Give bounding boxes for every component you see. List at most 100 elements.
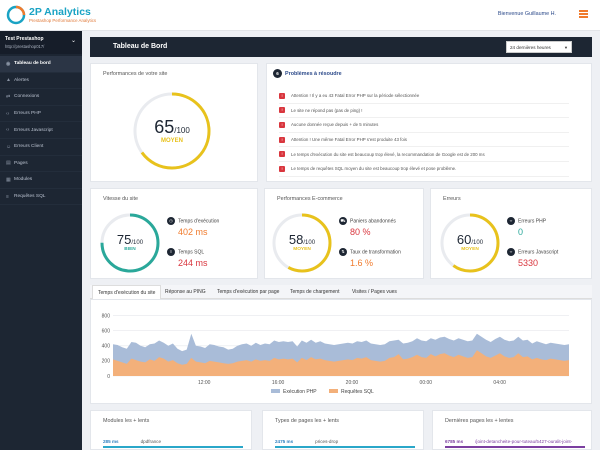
conversion-rate-metric: ⇅ Taux de transformation 1.6 % [339, 248, 401, 268]
legend-swatch-1 [329, 389, 338, 393]
sidebar-item-label: Erreurs Javascript [14, 127, 53, 133]
y-tick-label: 800 [102, 313, 111, 319]
problem-item[interactable]: ! Le site ne répond pas (pas de ping) ! [279, 104, 569, 119]
errors-card: Erreurs 60/100 MOYEN ‹› Erreurs PHP 0 ‹› E… [430, 188, 592, 279]
brand-name: 2P Analytics [29, 6, 91, 18]
warning-icon: ! [279, 92, 285, 99]
errors-grade: MOYEN [461, 247, 479, 252]
errors-title: Erreurs [443, 196, 461, 202]
errors-gauge [440, 213, 500, 273]
y-tick-label: 200 [102, 359, 111, 365]
conversion-icon: ⇅ [339, 248, 347, 256]
problem-item[interactable]: ! Attention ! Une même Fatal Error PHP s'… [279, 133, 569, 148]
tab-load-time[interactable]: Temps de chargement [290, 289, 340, 295]
top-bar: 2P Analytics Prestashop Performance Anal… [0, 0, 600, 31]
series-area-1 [113, 350, 569, 376]
problem-item[interactable]: ! Aucune donnée reçue depuis + de 5 minut… [279, 118, 569, 133]
period-select[interactable]: 24 dernières heures ▼ [506, 41, 572, 53]
sidebar-item-js-errors[interactable]: ‹› Erreurs Javascript [0, 122, 82, 139]
welcome-user-link[interactable]: Bienvenue Guillaume H. [497, 11, 556, 17]
connection-icon: ⇄ [6, 93, 11, 100]
sidebar: Test Prestashop http://prestashop017/ ⌄ … [0, 31, 82, 450]
page-header: Tableau de Bord 24 dernières heures ▼ [90, 37, 592, 57]
problems-count: 6 [273, 69, 282, 78]
database-icon: ≡ [6, 193, 9, 200]
sidebar-item-label: Pages [14, 160, 28, 166]
sidebar-item-label: Erreurs Client [14, 144, 44, 150]
brand-tagline: Prestashop Performance Analytics [29, 18, 97, 23]
problem-item[interactable]: ! Le temps de requêtes SQL moyen du site … [279, 162, 569, 177]
sidebar-item-pages[interactable]: ▤ Pages [0, 156, 82, 173]
menu-icon[interactable] [579, 10, 588, 18]
clock-icon: ◷ [167, 217, 175, 225]
sidebar-item-alerts[interactable]: ▲ Alertes [0, 73, 82, 90]
slow-page-row[interactable]: 6785 ms/joint-detancheite-pour-tuteau/54… [445, 439, 587, 444]
problems-header: 6 Problèmes à résoudre [273, 69, 342, 78]
slow-page-type-row[interactable]: 2475 ms prices-drop [275, 439, 338, 444]
sidebar-item-connections[interactable]: ⇄ Connexions [0, 89, 82, 106]
shop-selector[interactable]: Test Prestashop http://prestashop017/ ⌄ [0, 31, 82, 54]
slow-module-row[interactable]: 285 ms dpdfrance [103, 439, 161, 444]
y-tick-label: 400 [102, 344, 111, 350]
slow-pages-card: Dernières pages les + lentes 6785 ms/joi… [432, 410, 592, 450]
tab-visits[interactable]: Visites / Pages vues [352, 289, 397, 295]
sidebar-item-label: Connexions [14, 94, 40, 100]
speed-max: /100 [131, 240, 144, 246]
sidebar-item-dashboard[interactable]: ◉ Tableau de bord [0, 56, 82, 73]
php-errors-metric: ‹› Erreurs PHP 0 [507, 217, 546, 237]
tab-page-execution[interactable]: Temps d'exécution par page [217, 289, 280, 295]
x-tick-label: 00:00 [420, 380, 433, 386]
sidebar-item-modules[interactable]: ▦ Modules [0, 172, 82, 189]
module-icon: ▦ [6, 176, 11, 183]
sidebar-item-label: Tableau de bord [14, 61, 51, 67]
x-tick-label: 16:00 [272, 380, 285, 386]
problems-card: 6 Problèmes à résoudre ! Attention ! Il y … [266, 63, 592, 182]
execution-chart-card: 0 200 400 600 800 12:00 16:00 20:00 00:00 04:00 Ex… [90, 299, 592, 404]
speed-title: Vitesse du site [103, 196, 138, 202]
problem-text: Attention ! Il y a eu 43 Fatal Error PHP… [291, 93, 420, 99]
performance-max: /100 [174, 126, 190, 135]
speed-grade: BIEN [124, 247, 136, 252]
problem-item[interactable]: ! Le temps d'exécution du site est beauco… [279, 147, 569, 162]
performance-score: 65 [154, 117, 175, 137]
execution-time-chart: 0 200 400 600 800 12:00 16:00 20:00 00:00 04:00 Ex… [102, 313, 569, 395]
x-tick-label: 20:00 [346, 380, 359, 386]
php-icon: ‹› [507, 217, 515, 225]
tab-execution-time[interactable]: Temps d'exécution du site [92, 285, 162, 299]
cart-icon: ⛟ [339, 217, 347, 225]
conversion-rate-value: 1.6 % [350, 258, 374, 268]
speed-card: Vitesse du site 75/100 BIEN ◷ Temps d'exé… [90, 188, 258, 279]
sidebar-item-php-errors[interactable]: ‹› Erreurs PHP [0, 106, 82, 123]
abandoned-carts-label: Paniers abandonnés [350, 218, 396, 225]
errors-max: /100 [471, 240, 484, 246]
sidebar-item-sql[interactable]: ≡ Requêtes SQL [0, 189, 82, 206]
shop-url: http://prestashop017/ [5, 44, 45, 49]
problem-item[interactable]: ! Attention ! Il y a eu 43 Fatal Error PH… [279, 89, 569, 104]
sidebar-nav: ◉ Tableau de bord ▲ Alertes ⇄ Connexions ‹›… [0, 56, 82, 206]
slow-page-name: /joint-detancheite-pour-tuteau/5427-oura… [475, 439, 573, 444]
warning-icon: ! [279, 136, 285, 143]
speed-gauge [100, 213, 160, 273]
php-errors-value: 0 [518, 227, 524, 237]
caret-down-icon: ▼ [564, 45, 568, 50]
chevron-down-icon[interactable]: ⌄ [70, 38, 76, 44]
js-icon: ‹› [507, 248, 515, 256]
sql-time-metric: ≡ Temps SQL 244 ms [167, 248, 208, 268]
y-tick-label: 0 [107, 374, 110, 380]
slow-page-ms: 6785 ms [445, 439, 464, 444]
problem-text: Attention ! Une même Fatal Error PHP s'e… [291, 137, 407, 143]
performance-card: Performances de votre site 65/100 MOYEN [90, 63, 258, 182]
y-tick-label: 600 [102, 328, 111, 334]
js-errors-value: 5330 [518, 258, 539, 268]
legend-swatch-0 [271, 389, 280, 393]
speed-score-text: 75/100 BIEN [99, 232, 161, 252]
sidebar-item-label: Modules [14, 177, 33, 183]
brand-logo[interactable]: 2P Analytics Prestashop Performance Anal… [6, 5, 116, 27]
sidebar-item-client-errors[interactable]: ☺ Erreurs Client [0, 139, 82, 156]
slow-page-types-card: Types de pages les + lents 2475 ms prices… [262, 410, 424, 450]
sidebar-item-label: Requêtes SQL [14, 194, 46, 200]
ecommerce-score-text: 58/100 MOYEN [271, 232, 333, 252]
slow-modules-title: Modules les + lents [103, 418, 150, 424]
tab-ping[interactable]: Réponse au PING [165, 289, 206, 295]
sidebar-item-label: Alertes [14, 77, 29, 83]
